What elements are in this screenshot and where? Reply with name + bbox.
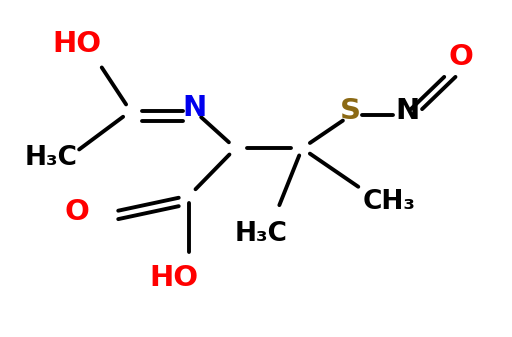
Text: O: O	[449, 43, 473, 71]
Text: HO: HO	[150, 264, 199, 292]
Text: N: N	[182, 94, 207, 122]
Text: N: N	[395, 97, 419, 125]
Text: HO: HO	[52, 30, 101, 58]
Text: S: S	[340, 97, 361, 125]
Text: H₃C: H₃C	[25, 145, 78, 172]
Text: CH₃: CH₃	[362, 189, 416, 215]
Text: H₃C: H₃C	[234, 221, 288, 247]
Text: O: O	[65, 198, 89, 226]
